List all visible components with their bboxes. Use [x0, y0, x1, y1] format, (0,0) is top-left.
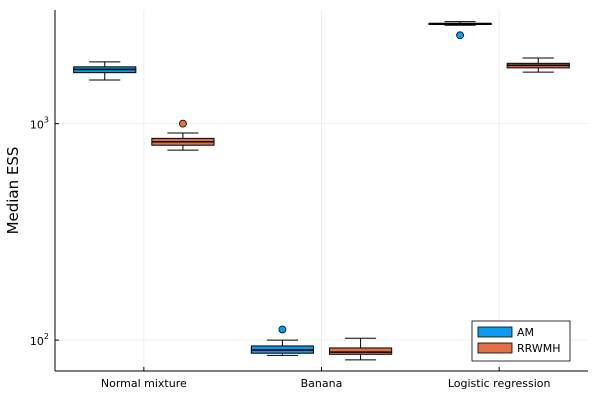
- legend: AM RRWMH: [471, 320, 571, 362]
- outlier-point: [456, 31, 464, 40]
- x-tick-label: Logistic regression: [448, 377, 551, 390]
- x-tick-label: Normal mixture: [101, 377, 187, 390]
- x-tick-label: Banana: [301, 377, 343, 390]
- y-axis-title: Median ESS: [4, 147, 22, 235]
- outlier-point: [278, 325, 287, 334]
- legend-swatch: [477, 326, 513, 338]
- boxes: [73, 21, 570, 361]
- tick-labels: Normal mixture Banana Logistic regression 1…: [30, 116, 551, 390]
- y-tick-label: 103: [30, 116, 49, 132]
- legend-label: AM: [517, 326, 534, 339]
- legend-swatch: [477, 342, 513, 354]
- box-body: [328, 347, 393, 355]
- outlier-point: [179, 119, 187, 128]
- y-tick-label: 102: [30, 332, 49, 348]
- legend-label: RRWMH: [517, 342, 560, 355]
